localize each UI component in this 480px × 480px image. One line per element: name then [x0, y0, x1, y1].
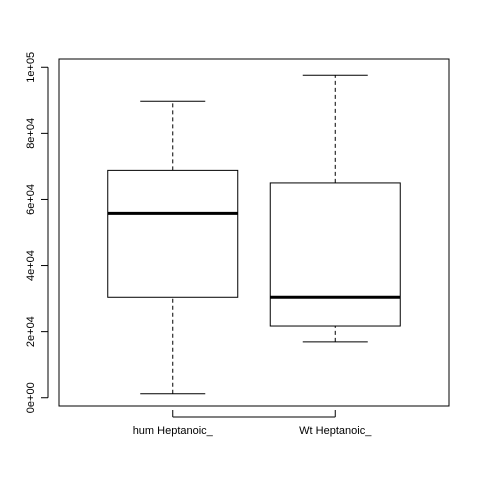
y-axis: 0e+00 2e+04 4e+04 6e+04 8e+04 1e+05	[25, 52, 48, 413]
y-tick-label: 6e+04	[25, 184, 37, 215]
iqr-box	[270, 183, 400, 326]
x-tick-label: hum Heptanoic_	[133, 425, 214, 437]
boxplot-1	[108, 101, 238, 393]
y-tick-label: 1e+05	[25, 52, 37, 83]
boxes-layer	[108, 75, 401, 394]
y-tick-label: 8e+04	[25, 118, 37, 149]
x-tick-label: Wt Heptanoic_	[299, 425, 372, 437]
x-axis: hum Heptanoic_ Wt Heptanoic_	[133, 410, 373, 437]
y-tick-label: 0e+00	[25, 382, 37, 413]
y-tick-label: 4e+04	[25, 250, 37, 281]
iqr-box	[108, 170, 238, 297]
y-tick-label: 2e+04	[25, 316, 37, 347]
boxplot-2	[270, 75, 400, 342]
